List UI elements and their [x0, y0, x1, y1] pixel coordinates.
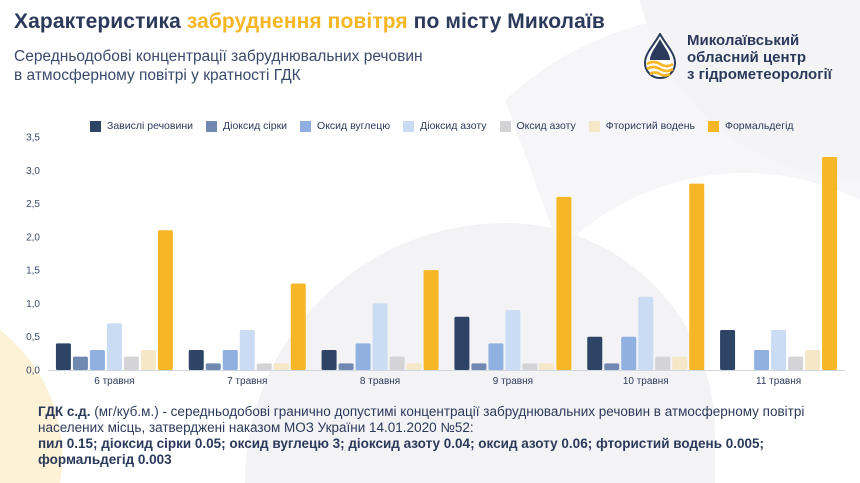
legend-item: Оксид азоту — [499, 118, 576, 134]
bar — [123, 356, 139, 370]
bar — [539, 363, 555, 370]
drop-waves-icon — [643, 33, 677, 79]
org-line3: з гідрометеорології — [687, 66, 832, 83]
bar — [157, 230, 173, 370]
bar — [754, 350, 770, 370]
legend-label: Завислі речовини — [107, 120, 193, 132]
footnote: ГДК с.д. (мг/куб.м.) - середньодобові гр… — [38, 404, 838, 468]
x-tick-label: 9 травня — [493, 376, 533, 387]
bar — [689, 183, 705, 370]
bar — [106, 323, 122, 370]
bar — [788, 356, 804, 370]
bar — [72, 356, 88, 370]
bar — [522, 363, 538, 370]
x-tick-label: 7 травня — [227, 376, 267, 387]
title-accent: забруднення повітря — [186, 10, 408, 33]
bar — [556, 196, 572, 370]
bar-chart: 0,0 0,5 1,0 1,5 2,0 2,5 3,0 3,5 6 травня 7 травня… — [26, 133, 845, 387]
y-tick-label: 2,0 — [26, 232, 40, 243]
bar — [140, 350, 156, 370]
bar — [805, 350, 821, 370]
bar — [471, 363, 487, 370]
bar — [672, 356, 688, 370]
subtitle-line2: в атмосферному повітрі у кратності ГДК — [14, 67, 301, 84]
legend-label: Оксид вуглецю — [317, 120, 391, 132]
bar — [454, 316, 470, 370]
footnote-definition: (мг/куб.м.) - середньодобові гранично до… — [38, 404, 805, 435]
page-title: Характеристика забруднення повітря по мі… — [14, 10, 605, 34]
y-tick-label: 1,5 — [26, 266, 40, 277]
footnote-term: ГДК с.д. — [38, 404, 91, 419]
bar — [406, 363, 422, 370]
bar — [55, 343, 71, 370]
bar — [273, 363, 289, 370]
org-line2: обласний центр — [687, 49, 807, 66]
footnote-norms: пил 0.15; діоксид сірки 0.05; оксид вугл… — [38, 436, 765, 467]
y-tick-label: 0,5 — [26, 332, 40, 343]
x-tick-label: 8 травня — [360, 376, 400, 387]
chart-legend: Завислі речовини Діоксид сірки Оксид вугле… — [90, 118, 794, 134]
bar — [205, 363, 221, 370]
bar — [505, 310, 521, 370]
legend-label: Діоксид сірки — [223, 120, 288, 132]
bar — [389, 356, 405, 370]
x-tick-label: 11 травня — [756, 376, 801, 387]
bar — [771, 330, 787, 370]
y-tick-label: 3,0 — [26, 166, 40, 177]
org-block: Миколаївський обласний центр з гідрометеор… — [643, 32, 858, 86]
org-name: Миколаївський обласний центр з гідрометеор… — [687, 32, 857, 83]
x-tick-label: 6 травня — [94, 376, 134, 387]
bar — [321, 350, 337, 370]
y-tick-label: 1,0 — [26, 299, 40, 310]
bar — [587, 336, 603, 370]
bar — [188, 350, 204, 370]
legend-item: Діоксид азоту — [403, 118, 487, 134]
title-part1: Характеристика — [14, 10, 181, 33]
legend-item: Завислі речовини — [90, 118, 193, 134]
bar — [290, 283, 306, 370]
y-tick-label: 2,5 — [26, 199, 40, 210]
bar — [423, 270, 439, 370]
legend-item: Оксид вуглецю — [300, 118, 390, 134]
legend-swatch — [588, 120, 600, 132]
page-subtitle: Середньодобові концентрації забруднюваль… — [14, 47, 534, 85]
bar — [655, 356, 671, 370]
org-line1: Миколаївський — [687, 32, 800, 49]
bar — [621, 336, 637, 370]
legend-swatch — [499, 120, 511, 132]
bar — [355, 343, 371, 370]
bar — [720, 330, 736, 370]
legend-item: Формальдегід — [707, 118, 794, 134]
bar — [604, 363, 620, 370]
legend-swatch — [300, 120, 312, 132]
legend-item: Фтористий водень — [588, 118, 695, 134]
legend-label: Діоксид азоту — [420, 120, 487, 132]
bar — [488, 343, 504, 370]
bar — [239, 330, 255, 370]
x-tick-label: 10 травня — [623, 376, 669, 387]
y-tick-label: 0,0 — [26, 366, 40, 377]
bar — [256, 363, 272, 370]
bar — [338, 363, 354, 370]
legend-label: Формальдегід — [724, 120, 794, 132]
title-part2: по місту Миколаїв — [413, 10, 605, 33]
legend-swatch — [707, 120, 719, 132]
legend-swatch — [403, 120, 415, 132]
bar — [638, 296, 654, 370]
legend-label: Фтористий водень — [605, 120, 695, 132]
legend-label: Оксид азоту — [516, 120, 576, 132]
bar — [372, 303, 388, 370]
bar — [822, 156, 838, 370]
bar — [89, 350, 105, 370]
legend-item: Діоксид сірки — [206, 118, 287, 134]
subtitle-line1: Середньодобові концентрації забруднюваль… — [14, 48, 423, 65]
legend-swatch — [206, 120, 217, 132]
legend-swatch — [90, 120, 101, 132]
bar — [222, 350, 238, 370]
y-tick-label: 3,5 — [26, 133, 40, 144]
